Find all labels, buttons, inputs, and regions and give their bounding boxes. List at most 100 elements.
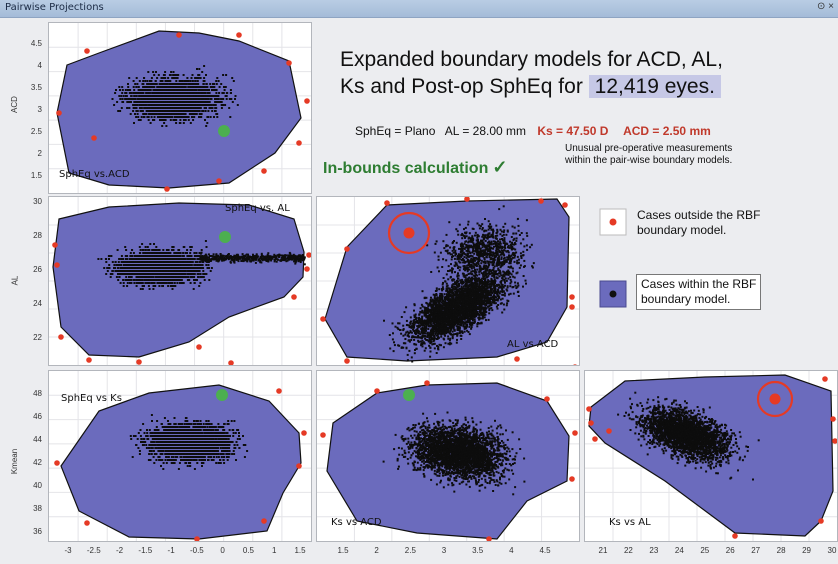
- x-tick-x_al_ticks: 29: [802, 546, 811, 555]
- outside-point: [216, 178, 222, 184]
- outside-point: [544, 396, 550, 402]
- green-query-point: [403, 389, 415, 401]
- plot-sph-acd: [49, 23, 311, 193]
- outside-point: [818, 518, 824, 524]
- panel-label-sph-ks: SphEq vs Ks: [61, 393, 122, 404]
- unusual-note: Unusual pre-operative measurements withi…: [565, 143, 732, 167]
- green-query-point: [216, 389, 228, 401]
- panel-acd-ks: Ks vs ACD: [316, 370, 580, 542]
- outside-point: [136, 359, 142, 365]
- outside-point: [830, 416, 836, 422]
- window-titlebar: Pairwise Projections ⊙ ×: [0, 0, 838, 18]
- outside-point: [344, 358, 350, 364]
- outside-point: [486, 536, 492, 541]
- legend-outside-line1: Cases outside the RBF: [637, 208, 761, 222]
- x-tick-x_acd_ticks: 1.5: [337, 546, 349, 555]
- outside-point: [320, 432, 326, 438]
- headline-line2: Ks and Post-op SphEq for 12,419 eyes.: [340, 73, 810, 100]
- outside-point: [320, 316, 326, 322]
- x-tick-x_sph_ticks: -3: [64, 546, 72, 555]
- x-tick-x_al_ticks: 22: [623, 546, 633, 555]
- outside-point: [606, 428, 612, 434]
- points-acd-ks: [382, 411, 526, 496]
- y-tick-acd_ticks: 2: [37, 149, 42, 158]
- outside-point: [228, 360, 234, 365]
- y-tick-acd_ticks: 4.5: [30, 39, 42, 48]
- unusual-note-line1: Unusual pre-operative measurements: [565, 143, 733, 154]
- outside-point: [86, 357, 92, 363]
- x-tick-x_sph_ticks: -1.5: [138, 546, 153, 555]
- y-title-kmean: Kmean: [10, 448, 20, 475]
- panel-acd-al: AL vs ACD: [316, 196, 580, 366]
- legend-within-text[interactable]: Cases within the RBF boundary model.: [636, 274, 762, 310]
- x-tick-x_al_ticks: 24: [674, 546, 684, 555]
- y-tick-ks_ticks: 44: [33, 435, 42, 444]
- x-tick-x_al_ticks: 25: [700, 546, 710, 555]
- in-bounds-text: In-bounds calculation: [323, 160, 489, 177]
- y-tick-acd_ticks: 4: [37, 61, 42, 70]
- x-tick-x_sph_ticks: -2: [115, 546, 124, 555]
- outside-point: [176, 32, 182, 38]
- outside-point: [374, 388, 380, 394]
- panel-label-acd-ks: Ks vs ACD: [331, 517, 382, 528]
- y-tick-acd_ticks: 3: [37, 105, 42, 114]
- outside-point: [84, 520, 90, 526]
- plot-al-ks: [585, 371, 837, 541]
- outside-point: [84, 48, 90, 54]
- panel-label-sph-acd: SphEq vs.ACD: [59, 169, 130, 180]
- panel-al-ks: Ks vs AL: [584, 370, 838, 542]
- x-tick-x_acd_ticks: 4: [509, 546, 514, 555]
- outside-point: [301, 430, 307, 436]
- points-acd-al: [383, 254, 534, 363]
- window-controls[interactable]: ⊙ ×: [817, 1, 834, 12]
- check-icon: ✓: [492, 157, 508, 177]
- legend-outside-text: Cases outside the RBF boundary model.: [637, 208, 760, 238]
- y-tick-al_ticks: 28: [33, 231, 42, 240]
- green-query-point: [218, 125, 230, 137]
- outside-point: [56, 110, 62, 116]
- y-tick-al_ticks: 30: [33, 197, 42, 206]
- y-tick-al_ticks: 24: [33, 299, 42, 308]
- query-ring: [387, 211, 431, 255]
- outside-point: [291, 294, 297, 300]
- query-point: [769, 393, 781, 405]
- y-tick-al_ticks: 22: [33, 333, 42, 342]
- panel-label-acd-al: AL vs ACD: [507, 339, 559, 350]
- param-acd: ACD = 2.50 mm: [623, 124, 711, 138]
- y-tick-acd_ticks: 1.5: [30, 171, 42, 180]
- x-tick-x_sph_ticks: -2.5: [86, 546, 101, 555]
- headline-eye-count: 12,419 eyes.: [588, 75, 721, 98]
- points-sph-al-tail: [199, 251, 306, 266]
- outside-point: [54, 262, 60, 268]
- headline-line1: Expanded boundary models for ACD, AL,: [340, 48, 723, 71]
- x-tick-x_al_ticks: 26: [725, 546, 735, 555]
- y-title-acd: ACD: [9, 96, 19, 113]
- x-tick-x_sph_ticks: 1.5: [294, 546, 306, 555]
- outside-point: [54, 460, 60, 466]
- y-tick-ks_ticks: 48: [33, 389, 42, 398]
- x-tick-x_al_ticks: 23: [649, 546, 659, 555]
- outside-point: [569, 294, 575, 300]
- outside-point: [384, 200, 390, 206]
- in-bounds-label: In-bounds calculation ✓: [323, 157, 507, 178]
- outside-point: [304, 98, 310, 104]
- outside-point: [572, 430, 578, 436]
- x-tick-x_sph_ticks: 0: [220, 546, 225, 555]
- outside-point: [286, 60, 292, 66]
- points-sph-ks: [129, 414, 249, 470]
- outside-point: [569, 304, 575, 310]
- outside-point: [822, 376, 828, 382]
- outside-point: [569, 476, 575, 482]
- outside-point: [344, 246, 350, 252]
- points-acd-al-upper: [426, 205, 535, 295]
- outside-point: [296, 463, 302, 469]
- unusual-note-line2: within the pair-wise boundary models.: [565, 155, 733, 166]
- outside-point: [538, 198, 544, 204]
- y-tick-ks_ticks: 38: [33, 504, 42, 513]
- y-tick-ks_ticks: 42: [33, 458, 42, 467]
- outside-point: [261, 168, 267, 174]
- headline: Expanded boundary models for ACD, AL, Ks…: [340, 46, 810, 100]
- plot-sph-al: [49, 197, 311, 365]
- outside-point: [196, 344, 202, 350]
- outside-point: [306, 252, 311, 258]
